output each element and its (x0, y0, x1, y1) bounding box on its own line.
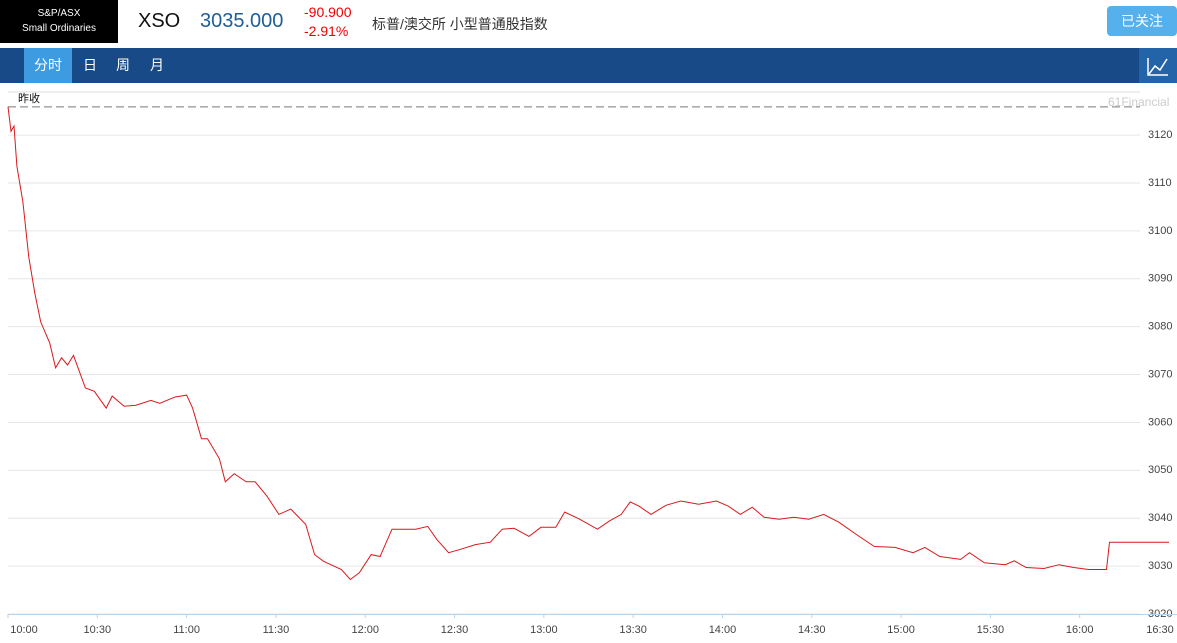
x-tick-label: 14:00 (709, 624, 737, 636)
tab[interactable]: 周 (116, 57, 130, 73)
index-logo: S&P/ASX Small Ordinaries (0, 0, 118, 43)
tab[interactable]: 分时 (24, 48, 72, 83)
price: 3035.000 (200, 10, 284, 32)
y-tick-label: 3040 (1148, 512, 1172, 524)
logo-line: Small Ordinaries (22, 23, 96, 34)
x-tick-label: 11:00 (173, 624, 200, 636)
x-tick-label: 15:30 (977, 624, 1005, 636)
x-tick-label: 10:30 (84, 624, 112, 636)
tab[interactable]: 日 (83, 57, 97, 73)
change-value: -90.900 (304, 4, 352, 20)
tab[interactable]: 月 (150, 57, 164, 73)
chart-icon[interactable] (1139, 48, 1177, 83)
y-tick-label: 3090 (1148, 273, 1172, 285)
change-pct: -2.91% (304, 23, 349, 39)
chart: 3020 3030 3040 3050 3060 3070 3080 3090 3100 3110… (7, 91, 1177, 636)
x-tick-label: 11:30 (263, 624, 290, 636)
icon-axis (1147, 58, 1168, 76)
x-tick-label: 16:30 (1146, 624, 1174, 636)
x-tick-label: 12:00 (351, 624, 379, 636)
y-tick-label: 3060 (1148, 416, 1172, 428)
x-tick-label: 16:00 (1066, 624, 1094, 636)
symbol: XSO (138, 10, 181, 32)
y-tick-label: 3030 (1148, 560, 1172, 572)
y-tick-label: 3020 (1148, 608, 1172, 620)
index-name: 标普/澳交所 小型普通股指数 (372, 16, 548, 32)
logo-line: S&P/ASX (37, 8, 81, 19)
y-tick-label: 3080 (1148, 321, 1172, 333)
y-tick-label: 3070 (1148, 368, 1172, 380)
x-tick-label: 10:00 (10, 624, 38, 636)
icon-svg (1147, 58, 1168, 76)
nav-bar (0, 48, 1177, 83)
watermark: 61Financial (1108, 95, 1169, 109)
y-tick-label: 3120 (1148, 129, 1172, 141)
change: -90.900 -2.91% (304, 3, 351, 41)
x-tick-label: 13:30 (619, 624, 647, 636)
icon-line (1148, 58, 1168, 75)
x-tick-label: 14:30 (798, 624, 826, 636)
x-tick-label: 12:30 (441, 624, 469, 636)
follow-button[interactable]: 已关注 (1107, 6, 1177, 36)
prev-close-label: 昨收 (18, 91, 40, 105)
price-line (7, 106, 1169, 581)
y-tick-label: 3110 (1148, 177, 1172, 189)
x-tick-label: 13:00 (530, 624, 558, 636)
y-tick-label: 3050 (1148, 464, 1172, 476)
y-tick-label: 3100 (1148, 225, 1172, 237)
x-tick-label: 15:00 (887, 624, 915, 636)
